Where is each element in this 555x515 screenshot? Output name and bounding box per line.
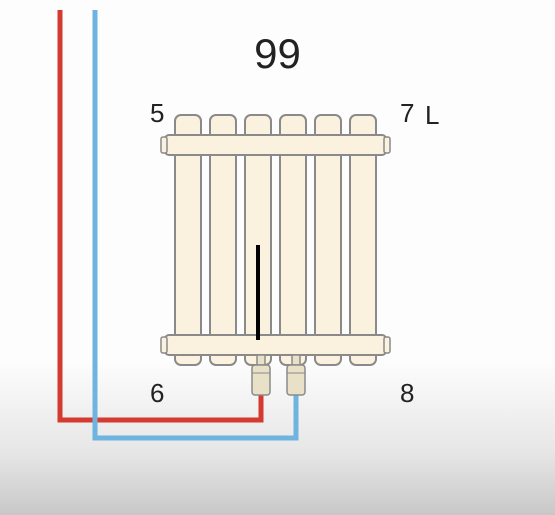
label-5: 5 [150, 98, 164, 129]
label-8: 8 [400, 378, 414, 409]
label-6: 6 [150, 378, 164, 409]
label-7: 7 [400, 98, 414, 129]
diagram-stage: 99 5 7 L 6 8 [0, 0, 555, 515]
diagram-title: 99 [0, 30, 555, 78]
label-L: L [425, 100, 439, 131]
